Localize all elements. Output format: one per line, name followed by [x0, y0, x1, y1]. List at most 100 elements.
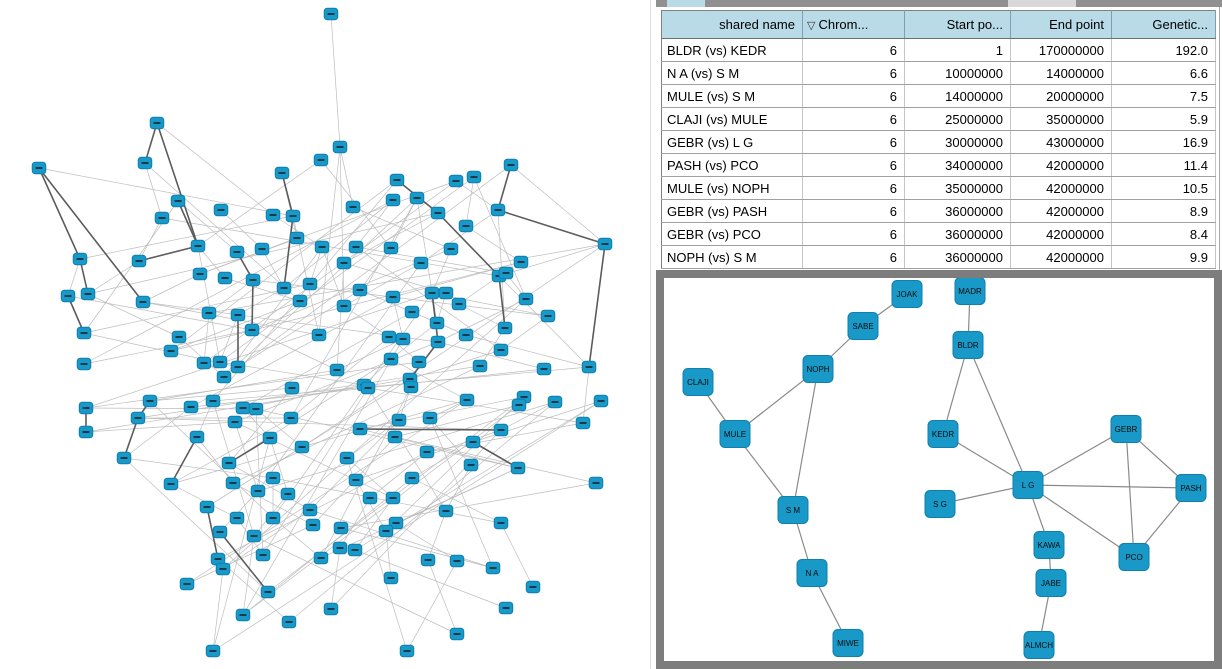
network-edge[interactable] [588, 243, 606, 368]
network-edge[interactable] [497, 209, 606, 245]
table-cell[interactable]: 6.6 [1111, 61, 1216, 85]
network-node[interactable] [1118, 543, 1150, 571]
table-cell[interactable]: 8.9 [1111, 199, 1216, 223]
network-edge[interactable] [87, 293, 180, 338]
table-cell[interactable]: 42000000 [1010, 222, 1112, 246]
network-edge[interactable] [355, 199, 394, 248]
network-edge[interactable] [251, 279, 254, 331]
network-edge[interactable] [170, 436, 198, 485]
network-edge[interactable] [343, 262, 422, 307]
table-cell[interactable]: 6 [802, 130, 905, 154]
network-edge[interactable] [253, 535, 458, 635]
network-edge[interactable] [346, 457, 408, 652]
network-edge[interactable] [170, 417, 292, 485]
network-node[interactable] [927, 420, 959, 448]
network-edge[interactable] [219, 531, 269, 593]
column-header[interactable]: shared name [661, 10, 803, 39]
network-overview-panel[interactable] [0, 0, 650, 669]
network-edge[interactable] [582, 366, 590, 424]
network-edge[interactable] [390, 322, 438, 360]
network-edge[interactable] [427, 559, 458, 635]
table-cell[interactable]: 170000000 [1010, 38, 1112, 62]
network-edge[interactable] [359, 428, 502, 431]
table-cell[interactable]: 43000000 [1010, 130, 1112, 154]
network-edge[interactable] [38, 167, 294, 217]
table-row[interactable]: PASH (vs) PCO 6 34000000 42000000 11.4 [661, 153, 1216, 177]
network-edge[interactable] [385, 396, 525, 532]
network-edge[interactable] [272, 517, 322, 559]
network-edge[interactable] [500, 401, 556, 431]
network-node[interactable] [682, 368, 714, 396]
network-edge[interactable] [234, 341, 439, 423]
network-edge[interactable] [330, 13, 341, 148]
network-edge[interactable] [156, 122, 199, 247]
table-cell[interactable]: 7.5 [1111, 84, 1216, 108]
network-edge[interactable] [177, 200, 199, 247]
table-cell[interactable]: 5.9 [1111, 107, 1216, 131]
network-node[interactable] [832, 629, 864, 657]
table-scrollbar[interactable] [656, 0, 1222, 7]
network-edge[interactable] [1125, 428, 1135, 558]
table-cell[interactable]: 1 [904, 38, 1011, 62]
table-cell[interactable]: 20000000 [1010, 84, 1112, 108]
table-cell[interactable]: 42000000 [1010, 153, 1112, 177]
network-edge[interactable] [330, 429, 502, 610]
table-cell[interactable]: 25000000 [904, 107, 1011, 131]
network-edge[interactable] [272, 292, 433, 519]
network-edge[interactable] [290, 336, 390, 419]
network-edge[interactable] [498, 243, 606, 277]
table-cell[interactable]: BLDR (vs) KEDR [661, 38, 803, 62]
network-node[interactable] [777, 496, 809, 524]
network-edge[interactable] [792, 368, 819, 511]
network-edge[interactable] [170, 399, 468, 485]
network-overview-canvas[interactable] [0, 0, 650, 669]
network-edge[interactable] [340, 482, 597, 529]
column-header[interactable]: Start po... [904, 10, 1011, 39]
network-edge[interactable] [137, 417, 502, 431]
network-edge[interactable] [437, 341, 545, 370]
table-row[interactable]: CLAJI (vs) MULE 6 25000000 35000000 5.9 [661, 107, 1216, 131]
table-cell[interactable]: 6 [802, 199, 905, 223]
network-edge[interactable] [196, 436, 234, 484]
network-edge[interactable] [942, 344, 969, 435]
network-edge[interactable] [390, 358, 468, 401]
network-edge[interactable] [355, 479, 387, 532]
network-edge[interactable] [144, 162, 301, 302]
table-cell[interactable]: 16.9 [1111, 130, 1216, 154]
network-edge[interactable] [83, 332, 239, 368]
table-cell[interactable]: NOPH (vs) S M [661, 245, 803, 269]
network-node[interactable] [1012, 471, 1044, 499]
network-edge[interactable] [301, 243, 606, 448]
network-edge[interactable] [208, 243, 606, 314]
network-edge[interactable] [242, 535, 255, 616]
network-edge[interactable] [339, 146, 345, 307]
table-cell[interactable]: 42000000 [1010, 245, 1112, 269]
network-edge[interactable] [283, 215, 294, 289]
table-cell[interactable]: 8.4 [1111, 222, 1216, 246]
network-edge[interactable] [367, 387, 447, 512]
network-edge[interactable] [472, 441, 519, 469]
table-cell[interactable]: CLAJI (vs) MULE [661, 107, 803, 131]
network-edge[interactable] [354, 549, 507, 609]
network-edge[interactable] [354, 497, 394, 551]
network-edge[interactable] [206, 506, 219, 560]
network-edge[interactable] [190, 296, 394, 408]
network-edge[interactable] [212, 366, 590, 402]
network-edge[interactable] [367, 387, 584, 424]
network-edge[interactable] [320, 467, 519, 559]
network-edge[interactable] [156, 122, 274, 216]
network-edge[interactable] [149, 387, 293, 402]
table-cell[interactable]: 30000000 [904, 130, 1011, 154]
network-node[interactable] [847, 312, 879, 340]
network-edge[interactable] [149, 400, 274, 519]
table-cell[interactable]: MULE (vs) NOPH [661, 176, 803, 200]
table-cell[interactable]: 42000000 [1010, 199, 1112, 223]
network-node[interactable] [1023, 631, 1055, 659]
network-edge[interactable] [369, 451, 428, 499]
network-edge[interactable] [123, 406, 192, 459]
network-edge[interactable] [237, 287, 285, 316]
table-row[interactable]: MULE (vs) S M 6 14000000 20000000 7.5 [661, 84, 1216, 108]
network-edge[interactable] [237, 164, 512, 368]
table-cell[interactable]: 10.5 [1111, 176, 1216, 200]
